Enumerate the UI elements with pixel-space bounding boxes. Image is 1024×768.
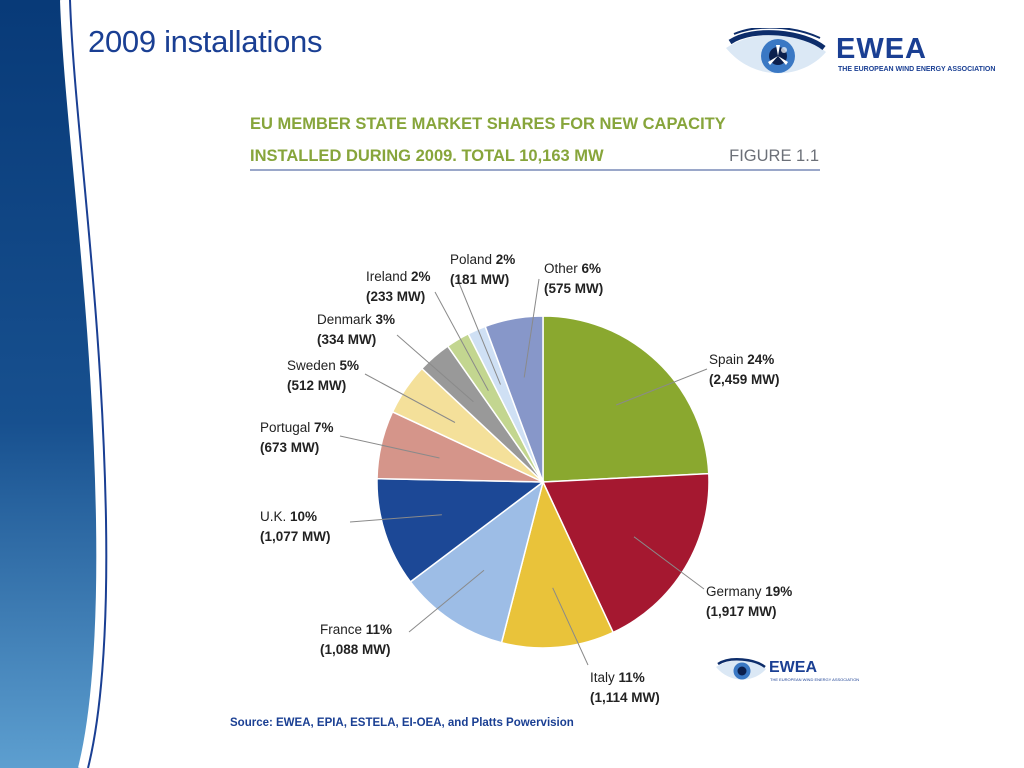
- slice-label-italy: Italy 11% (1,114 MW): [590, 668, 660, 708]
- pie-slice-germany: [541, 472, 710, 634]
- pie-slice-spain: [542, 315, 710, 483]
- slice-label-other: Other 6% (575 MW): [544, 259, 603, 299]
- slice-label-percent: 11%: [618, 670, 645, 685]
- slice-label-name: Poland: [450, 252, 496, 267]
- slice-label-france: France 11% (1,088 MW): [320, 620, 392, 660]
- slice-label-mw: (233 MW): [366, 289, 426, 304]
- leader-line: [349, 514, 442, 523]
- leader-line: [523, 278, 540, 378]
- eye-logo-icon: [726, 28, 826, 74]
- source-note: Source: EWEA, EPIA, ESTELA, EI-OEA, and …: [230, 717, 574, 729]
- slice-label-name: Italy: [590, 670, 619, 685]
- pie-slice-france: [409, 480, 545, 644]
- slice-label-percent: 2%: [495, 252, 516, 267]
- chart-heading-line-1: EU MEMBER STATE MARKET SHARES FOR NEW CA…: [250, 115, 726, 133]
- slice-label-name: Other: [544, 261, 582, 276]
- pie-slice-uk: [376, 477, 546, 583]
- slice-label-percent: 3%: [375, 312, 396, 327]
- figure-number: FIGURE 1.1: [729, 147, 819, 165]
- logo-tagline: THE EUROPEAN WIND ENERGY ASSOCIATION: [838, 66, 996, 73]
- slice-label-percent: 19%: [765, 584, 793, 599]
- leader-line: [434, 291, 489, 392]
- slice-label-poland: Poland 2% (181 MW): [450, 250, 515, 290]
- slice-label-name: U.K.: [260, 509, 291, 524]
- slice-label-ireland: Ireland 2% (233 MW): [366, 267, 431, 307]
- ewea-logo: EWEA THE EUROPEAN WIND ENERGY ASSOCIATIO…: [724, 24, 1014, 90]
- slice-label-percent: 5%: [339, 358, 360, 373]
- slice-label-mw: (512 MW): [287, 378, 347, 393]
- slice-label-name: Ireland: [366, 269, 412, 284]
- slice-label-mw: (334 MW): [317, 332, 377, 347]
- slice-label-mw: (181 MW): [450, 272, 510, 287]
- slice-label-uk: U.K. 10% (1,077 MW): [260, 507, 331, 547]
- leader-line: [456, 277, 501, 385]
- leader-line: [408, 569, 485, 633]
- slice-label-germany: Germany 19% (1,917 MW): [706, 582, 792, 622]
- slice-label-percent: 7%: [314, 420, 334, 435]
- eye-logo-icon: [716, 658, 766, 680]
- small-logo-tagline: THE EUROPEAN WIND ENERGY ASSOCIATION: [770, 677, 860, 682]
- slice-label-mw: (1,088 MW): [320, 642, 391, 657]
- slice-label-percent: 24%: [747, 352, 775, 367]
- leader-line: [396, 334, 474, 403]
- slice-label-sweden: Sweden 5% (512 MW): [287, 356, 359, 396]
- slice-label-percent: 2%: [411, 269, 431, 284]
- slice-label-mw: (1,077 MW): [260, 529, 331, 544]
- slice-label-mw: (1,917 MW): [706, 604, 777, 619]
- slide-title: 2009 installations: [88, 24, 323, 59]
- slice-label-percent: 10%: [290, 509, 318, 524]
- logo-brand-text: EWEA: [836, 33, 927, 65]
- leader-line: [339, 435, 440, 459]
- slice-label-mw: (1,114 MW): [590, 690, 660, 705]
- slice-label-mw: (575 MW): [544, 281, 604, 296]
- left-decorative-band: [0, 0, 108, 768]
- slice-label-name: Germany: [706, 584, 766, 599]
- leader-line: [633, 536, 705, 590]
- slice-label-name: Denmark: [317, 312, 376, 327]
- small-logo-brand-text: EWEA: [769, 659, 817, 676]
- slice-label-percent: 11%: [365, 622, 393, 637]
- slice-label-name: France: [320, 622, 366, 637]
- slice-label-mw: (2,459 MW): [709, 372, 780, 387]
- figure-panel: EU MEMBER STATE MARKET SHARES FOR NEW CA…: [167, 92, 896, 753]
- leader-line: [616, 368, 708, 406]
- pie-slice-italy: [500, 479, 615, 649]
- slice-label-name: Portugal: [260, 420, 315, 435]
- slice-label-name: Sweden: [287, 358, 340, 373]
- pie-chart: [339, 277, 710, 666]
- leader-line: [552, 587, 589, 666]
- slice-label-name: Spain: [709, 352, 748, 367]
- leader-line: [364, 373, 456, 423]
- heading-divider: [250, 169, 820, 171]
- chart-heading-line-2: INSTALLED DURING 2009. TOTAL 10,163 MW: [250, 147, 604, 165]
- ewea-small-logo: EWEA THE EUROPEAN WIND ENERGY ASSOCIATIO…: [715, 657, 865, 687]
- slice-label-spain: Spain 24% (2,459 MW): [709, 350, 780, 390]
- slice-label-percent: 6%: [581, 261, 602, 276]
- pie-slice-other: [484, 315, 544, 483]
- slice-label-denmark: Denmark 3% (334 MW): [317, 310, 395, 350]
- slice-label-portugal: Portugal 7% (673 MW): [260, 418, 334, 458]
- slice-label-mw: (673 MW): [260, 440, 320, 455]
